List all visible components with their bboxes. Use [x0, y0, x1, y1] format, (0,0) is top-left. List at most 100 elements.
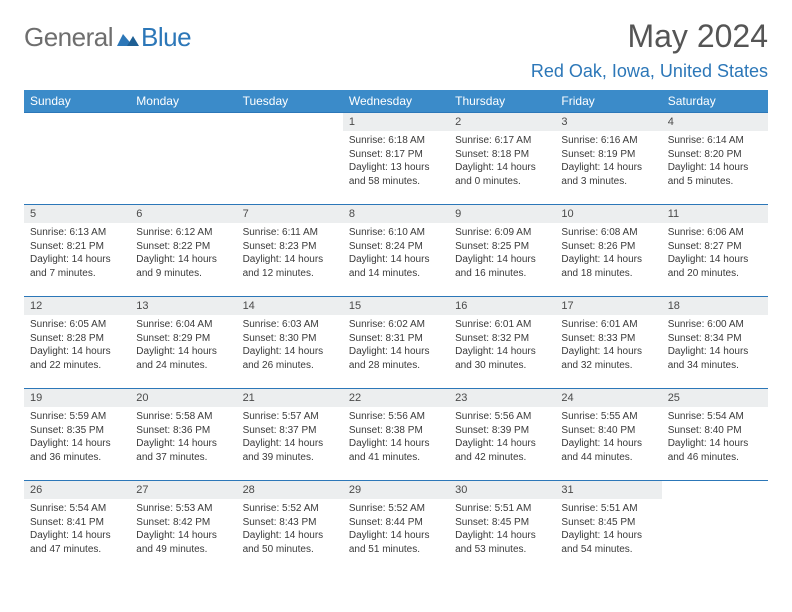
sunset-text: Sunset: 8:44 PM — [349, 516, 443, 530]
sunset-text: Sunset: 8:29 PM — [136, 332, 230, 346]
sunrise-text: Sunrise: 5:53 AM — [136, 502, 230, 516]
sunrise-text: Sunrise: 6:14 AM — [668, 134, 762, 148]
calendar-body: 1Sunrise: 6:18 AMSunset: 8:17 PMDaylight… — [24, 113, 768, 573]
day-number: 26 — [24, 481, 130, 499]
day-details: Sunrise: 6:04 AMSunset: 8:29 PMDaylight:… — [130, 315, 236, 372]
day-number: 21 — [237, 389, 343, 407]
day-number: 14 — [237, 297, 343, 315]
day-number: 1 — [343, 113, 449, 131]
calendar-day-cell: 23Sunrise: 5:56 AMSunset: 8:39 PMDayligh… — [449, 389, 555, 481]
calendar-page: General Blue May 2024 Red Oak, Iowa, Uni… — [0, 0, 792, 573]
day-details: Sunrise: 5:55 AMSunset: 8:40 PMDaylight:… — [555, 407, 661, 464]
day-of-week-header: Friday — [555, 90, 661, 113]
calendar-day-cell: 26Sunrise: 5:54 AMSunset: 8:41 PMDayligh… — [24, 481, 130, 573]
sunrise-text: Sunrise: 6:08 AM — [561, 226, 655, 240]
sunset-text: Sunset: 8:19 PM — [561, 148, 655, 162]
daylight-text: Daylight: 14 hours and 50 minutes. — [243, 529, 337, 556]
sunset-text: Sunset: 8:21 PM — [30, 240, 124, 254]
sunset-text: Sunset: 8:20 PM — [668, 148, 762, 162]
calendar-day-cell — [237, 113, 343, 205]
calendar-day-cell: 5Sunrise: 6:13 AMSunset: 8:21 PMDaylight… — [24, 205, 130, 297]
daylight-text: Daylight: 14 hours and 53 minutes. — [455, 529, 549, 556]
day-of-week-header: Sunday — [24, 90, 130, 113]
sunset-text: Sunset: 8:45 PM — [561, 516, 655, 530]
logo: General Blue — [24, 18, 191, 53]
day-details: Sunrise: 6:18 AMSunset: 8:17 PMDaylight:… — [343, 131, 449, 188]
day-number: 13 — [130, 297, 236, 315]
day-number: 5 — [24, 205, 130, 223]
calendar-day-cell: 11Sunrise: 6:06 AMSunset: 8:27 PMDayligh… — [662, 205, 768, 297]
calendar-day-cell: 10Sunrise: 6:08 AMSunset: 8:26 PMDayligh… — [555, 205, 661, 297]
day-of-week-header: Saturday — [662, 90, 768, 113]
sunrise-text: Sunrise: 6:17 AM — [455, 134, 549, 148]
calendar-week-row: 5Sunrise: 6:13 AMSunset: 8:21 PMDaylight… — [24, 205, 768, 297]
day-of-week-header: Monday — [130, 90, 236, 113]
day-number: 24 — [555, 389, 661, 407]
calendar-day-cell — [662, 481, 768, 573]
daylight-text: Daylight: 14 hours and 7 minutes. — [30, 253, 124, 280]
day-details: Sunrise: 6:08 AMSunset: 8:26 PMDaylight:… — [555, 223, 661, 280]
day-number: 4 — [662, 113, 768, 131]
sunset-text: Sunset: 8:24 PM — [349, 240, 443, 254]
day-of-week-header: Wednesday — [343, 90, 449, 113]
sunset-text: Sunset: 8:41 PM — [30, 516, 124, 530]
sunrise-text: Sunrise: 5:52 AM — [349, 502, 443, 516]
day-number: 2 — [449, 113, 555, 131]
day-details: Sunrise: 6:17 AMSunset: 8:18 PMDaylight:… — [449, 131, 555, 188]
daylight-text: Daylight: 14 hours and 26 minutes. — [243, 345, 337, 372]
day-details: Sunrise: 5:52 AMSunset: 8:44 PMDaylight:… — [343, 499, 449, 556]
calendar-table: SundayMondayTuesdayWednesdayThursdayFrid… — [24, 90, 768, 573]
day-number — [662, 481, 768, 487]
day-number — [130, 113, 236, 119]
day-details: Sunrise: 5:59 AMSunset: 8:35 PMDaylight:… — [24, 407, 130, 464]
day-number: 9 — [449, 205, 555, 223]
sunrise-text: Sunrise: 6:04 AM — [136, 318, 230, 332]
sunrise-text: Sunrise: 6:18 AM — [349, 134, 443, 148]
day-details: Sunrise: 5:51 AMSunset: 8:45 PMDaylight:… — [449, 499, 555, 556]
day-details: Sunrise: 6:10 AMSunset: 8:24 PMDaylight:… — [343, 223, 449, 280]
day-number — [237, 113, 343, 119]
day-details: Sunrise: 5:57 AMSunset: 8:37 PMDaylight:… — [237, 407, 343, 464]
daylight-text: Daylight: 14 hours and 39 minutes. — [243, 437, 337, 464]
daylight-text: Daylight: 14 hours and 28 minutes. — [349, 345, 443, 372]
calendar-day-cell: 6Sunrise: 6:12 AMSunset: 8:22 PMDaylight… — [130, 205, 236, 297]
calendar-week-row: 12Sunrise: 6:05 AMSunset: 8:28 PMDayligh… — [24, 297, 768, 389]
day-of-week-header: Thursday — [449, 90, 555, 113]
calendar-day-cell: 22Sunrise: 5:56 AMSunset: 8:38 PMDayligh… — [343, 389, 449, 481]
sunrise-text: Sunrise: 6:01 AM — [561, 318, 655, 332]
day-details: Sunrise: 5:54 AMSunset: 8:41 PMDaylight:… — [24, 499, 130, 556]
calendar-day-cell: 17Sunrise: 6:01 AMSunset: 8:33 PMDayligh… — [555, 297, 661, 389]
calendar-day-cell: 25Sunrise: 5:54 AMSunset: 8:40 PMDayligh… — [662, 389, 768, 481]
daylight-text: Daylight: 14 hours and 0 minutes. — [455, 161, 549, 188]
header: General Blue May 2024 Red Oak, Iowa, Uni… — [24, 18, 768, 82]
daylight-text: Daylight: 14 hours and 49 minutes. — [136, 529, 230, 556]
calendar-day-cell: 21Sunrise: 5:57 AMSunset: 8:37 PMDayligh… — [237, 389, 343, 481]
calendar-day-cell: 19Sunrise: 5:59 AMSunset: 8:35 PMDayligh… — [24, 389, 130, 481]
sunrise-text: Sunrise: 5:56 AM — [349, 410, 443, 424]
sunset-text: Sunset: 8:17 PM — [349, 148, 443, 162]
title-block: May 2024 Red Oak, Iowa, United States — [531, 18, 768, 82]
day-number: 7 — [237, 205, 343, 223]
logo-text-general: General — [24, 22, 113, 53]
daylight-text: Daylight: 14 hours and 42 minutes. — [455, 437, 549, 464]
calendar-day-cell: 8Sunrise: 6:10 AMSunset: 8:24 PMDaylight… — [343, 205, 449, 297]
calendar-day-cell: 2Sunrise: 6:17 AMSunset: 8:18 PMDaylight… — [449, 113, 555, 205]
daylight-text: Daylight: 13 hours and 58 minutes. — [349, 161, 443, 188]
day-details: Sunrise: 6:12 AMSunset: 8:22 PMDaylight:… — [130, 223, 236, 280]
sunrise-text: Sunrise: 5:55 AM — [561, 410, 655, 424]
sunrise-text: Sunrise: 5:51 AM — [561, 502, 655, 516]
day-number: 15 — [343, 297, 449, 315]
day-number: 12 — [24, 297, 130, 315]
calendar-week-row: 1Sunrise: 6:18 AMSunset: 8:17 PMDaylight… — [24, 113, 768, 205]
calendar-day-cell: 15Sunrise: 6:02 AMSunset: 8:31 PMDayligh… — [343, 297, 449, 389]
day-details: Sunrise: 5:56 AMSunset: 8:38 PMDaylight:… — [343, 407, 449, 464]
sunrise-text: Sunrise: 6:03 AM — [243, 318, 337, 332]
day-number: 19 — [24, 389, 130, 407]
day-of-week-row: SundayMondayTuesdayWednesdayThursdayFrid… — [24, 90, 768, 113]
daylight-text: Daylight: 14 hours and 51 minutes. — [349, 529, 443, 556]
sunrise-text: Sunrise: 5:54 AM — [668, 410, 762, 424]
day-details: Sunrise: 6:01 AMSunset: 8:33 PMDaylight:… — [555, 315, 661, 372]
sunset-text: Sunset: 8:28 PM — [30, 332, 124, 346]
calendar-week-row: 19Sunrise: 5:59 AMSunset: 8:35 PMDayligh… — [24, 389, 768, 481]
sunset-text: Sunset: 8:22 PM — [136, 240, 230, 254]
